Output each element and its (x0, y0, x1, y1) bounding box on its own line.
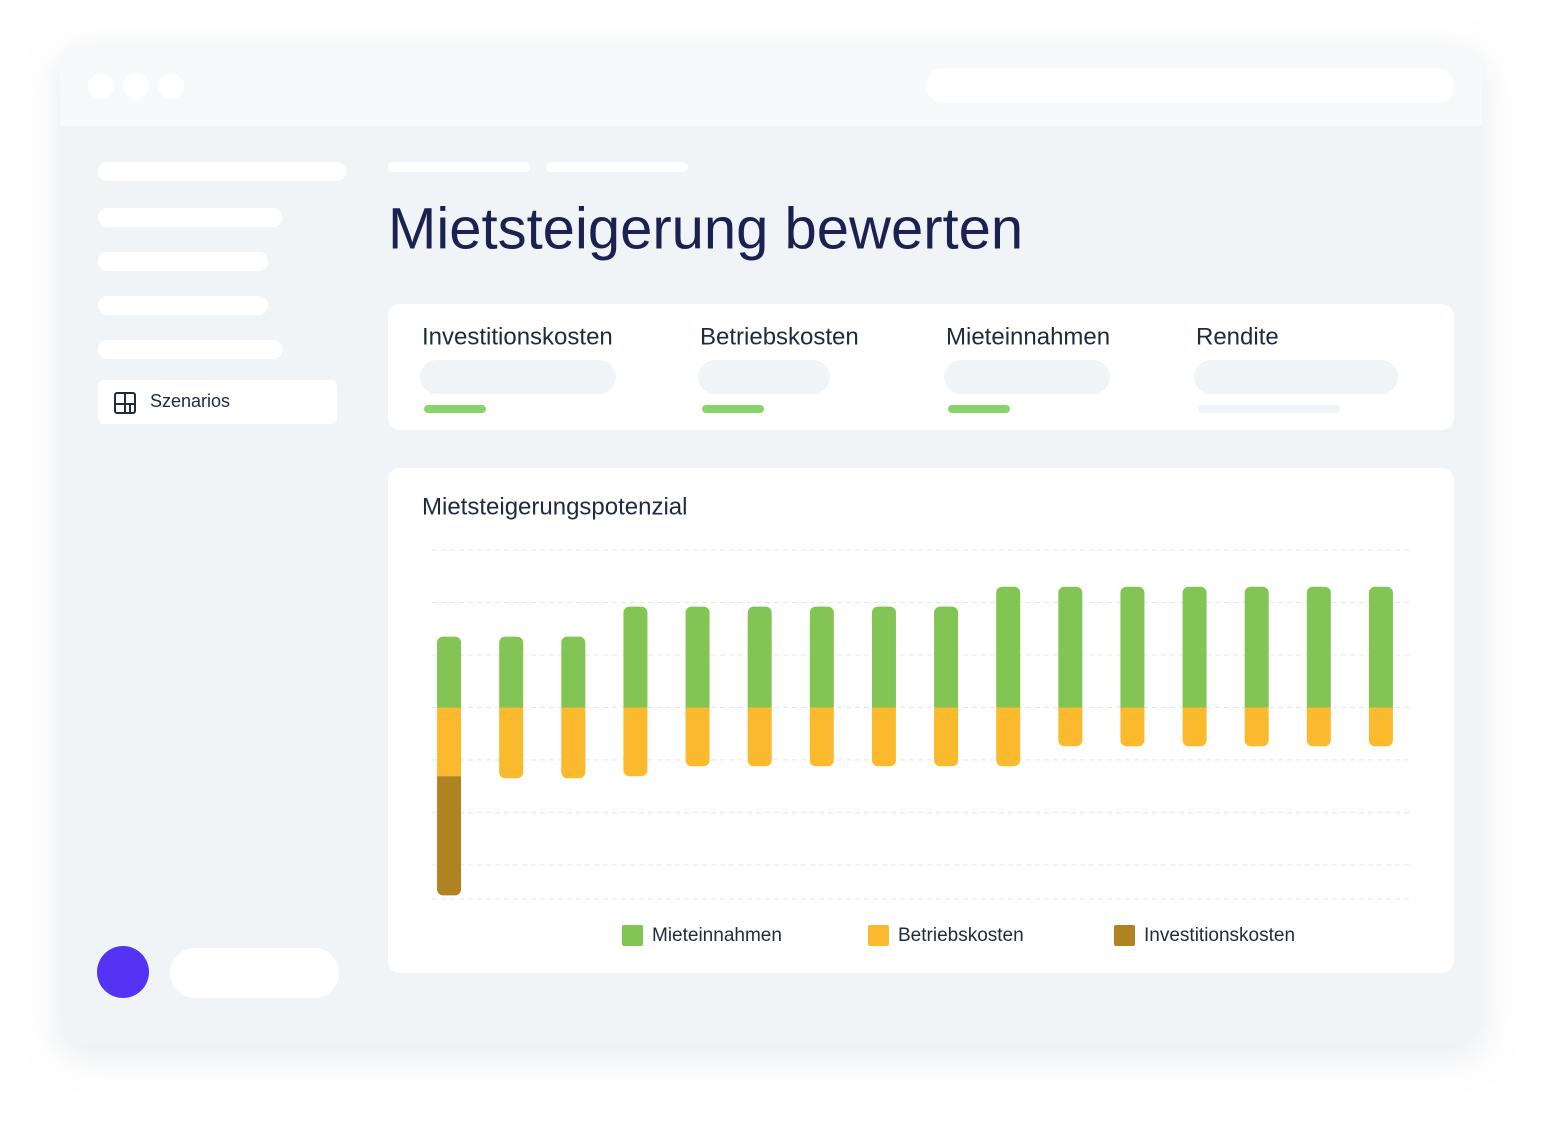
kpi-label: Betriebskosten (700, 323, 859, 350)
bar-segment (809, 707, 834, 767)
legend-swatch (1114, 925, 1135, 946)
kpi-value-skeleton (944, 360, 1110, 394)
bar-segment (1244, 586, 1269, 708)
bar-segment (1182, 707, 1207, 747)
bar-segment (437, 707, 462, 777)
kpi-trend (702, 405, 764, 413)
legend-swatch (622, 925, 643, 946)
kpi-value-skeleton (420, 360, 616, 394)
nav-skeleton (98, 162, 346, 181)
avatar[interactable] (97, 946, 149, 998)
bar-segment (1306, 586, 1331, 708)
chart-title: Mietsteigerungspotenzial (422, 493, 688, 520)
bar-segment (499, 636, 524, 708)
kpi-trend (424, 405, 486, 413)
bar-segment (934, 606, 959, 708)
bar-segment (996, 586, 1021, 708)
bar-segment (1120, 586, 1145, 708)
nav-skeleton (98, 296, 268, 315)
bar-segment (561, 707, 586, 779)
kpi-value-skeleton (698, 360, 830, 394)
chart-card (388, 468, 1454, 973)
bar-segment (871, 606, 896, 708)
nav-label[interactable]: Szenarios (150, 391, 230, 411)
legend-label: Mieteinnahmen (652, 925, 782, 946)
bar-segment (437, 636, 462, 708)
bar-segment (437, 776, 462, 896)
title-bar (60, 45, 1482, 126)
bar-segment (1306, 707, 1331, 747)
user-skeleton (170, 948, 339, 998)
window-dot[interactable] (123, 73, 149, 99)
kpi-label: Rendite (1196, 323, 1279, 350)
bar-segment (1120, 707, 1145, 747)
legend-swatch (868, 925, 889, 946)
breadcrumb-skeleton (388, 162, 530, 172)
bar-segment (1182, 586, 1207, 708)
bar-segment (499, 707, 524, 779)
bar-segment (685, 707, 710, 767)
bar-segment (809, 606, 834, 708)
bar-segment (561, 636, 586, 708)
bar-segment (996, 707, 1021, 767)
legend-label: Investitionskosten (1144, 925, 1295, 946)
legend-label: Betriebskosten (898, 925, 1024, 946)
kpi-value-skeleton (1194, 360, 1398, 394)
kpi-label: Investitionskosten (422, 323, 613, 350)
kpi-trend (948, 405, 1010, 413)
nav-item[interactable] (98, 380, 337, 424)
window-dot[interactable] (88, 73, 114, 99)
bar-segment (934, 707, 959, 767)
kpi-card (388, 304, 1454, 430)
bar-segment (623, 606, 648, 708)
nav-skeleton (98, 208, 282, 227)
bar-segment (685, 606, 710, 708)
bar-segment (1058, 586, 1083, 708)
breadcrumb-skeleton (546, 162, 688, 172)
chart: Mieteinnahmen Betriebskosten Investitionsk… (432, 549, 1412, 946)
window-dot[interactable] (158, 73, 184, 99)
bar-segment (1058, 707, 1083, 747)
kpi-row: Investitionskosten Betriebskosten Mieteinn… (420, 323, 1398, 413)
bar-segment (871, 707, 896, 767)
sidebar: Szenarios (97, 162, 346, 998)
bar-segment (623, 707, 648, 777)
bar-segment (747, 606, 772, 708)
page-title: Mietsteigerung bewerten (388, 196, 1023, 261)
address-bar[interactable] (926, 68, 1454, 103)
bar-segment (747, 707, 772, 767)
kpi-label: Mieteinnahmen (946, 323, 1110, 350)
kpi-trend (1198, 405, 1340, 413)
bar-segment (1368, 707, 1393, 747)
nav-skeleton (98, 340, 282, 359)
bar-segment (1368, 586, 1393, 708)
bar-segment (1244, 707, 1269, 747)
nav-icon (114, 392, 136, 414)
nav-skeleton (98, 252, 268, 271)
